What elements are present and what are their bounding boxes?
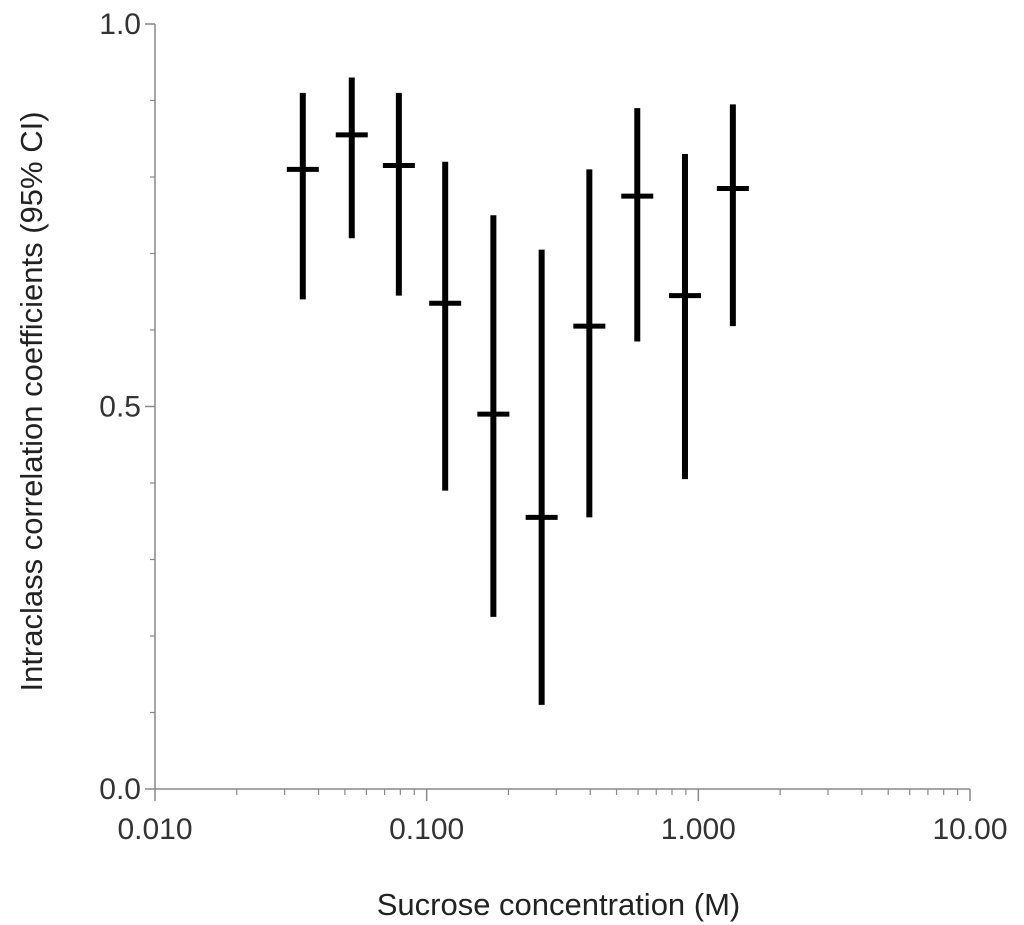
x-axis-title: Sucrose concentration (M)	[377, 887, 741, 922]
data-point-7	[573, 169, 606, 518]
marks	[286, 77, 749, 705]
y-tick-label: 1.0	[99, 8, 141, 41]
x-tick-label: 10.00	[932, 813, 1007, 846]
data-point-4	[429, 161, 462, 491]
data-point-10	[716, 104, 749, 327]
data-point-1	[286, 92, 319, 300]
x-tick-label: 0.010	[117, 813, 192, 846]
data-point-6	[525, 249, 558, 705]
ticks: 0.0 0.5 1.0 0.010 0.100 1.000 10.00	[99, 8, 1007, 846]
x-tick-label: 1.000	[661, 813, 736, 846]
data-point-3	[382, 92, 415, 296]
data-point-8	[621, 108, 654, 342]
data-point-5	[477, 215, 510, 617]
x-tick-label: 0.100	[389, 813, 464, 846]
y-axis-title: Intraclass correlation coefficients (95%…	[14, 111, 49, 691]
y-tick-label: 0.5	[99, 391, 141, 424]
data-point-9	[668, 154, 701, 480]
data-point-2	[335, 77, 368, 239]
y-tick-label: 0.0	[99, 773, 141, 806]
axes	[154, 24, 970, 790]
